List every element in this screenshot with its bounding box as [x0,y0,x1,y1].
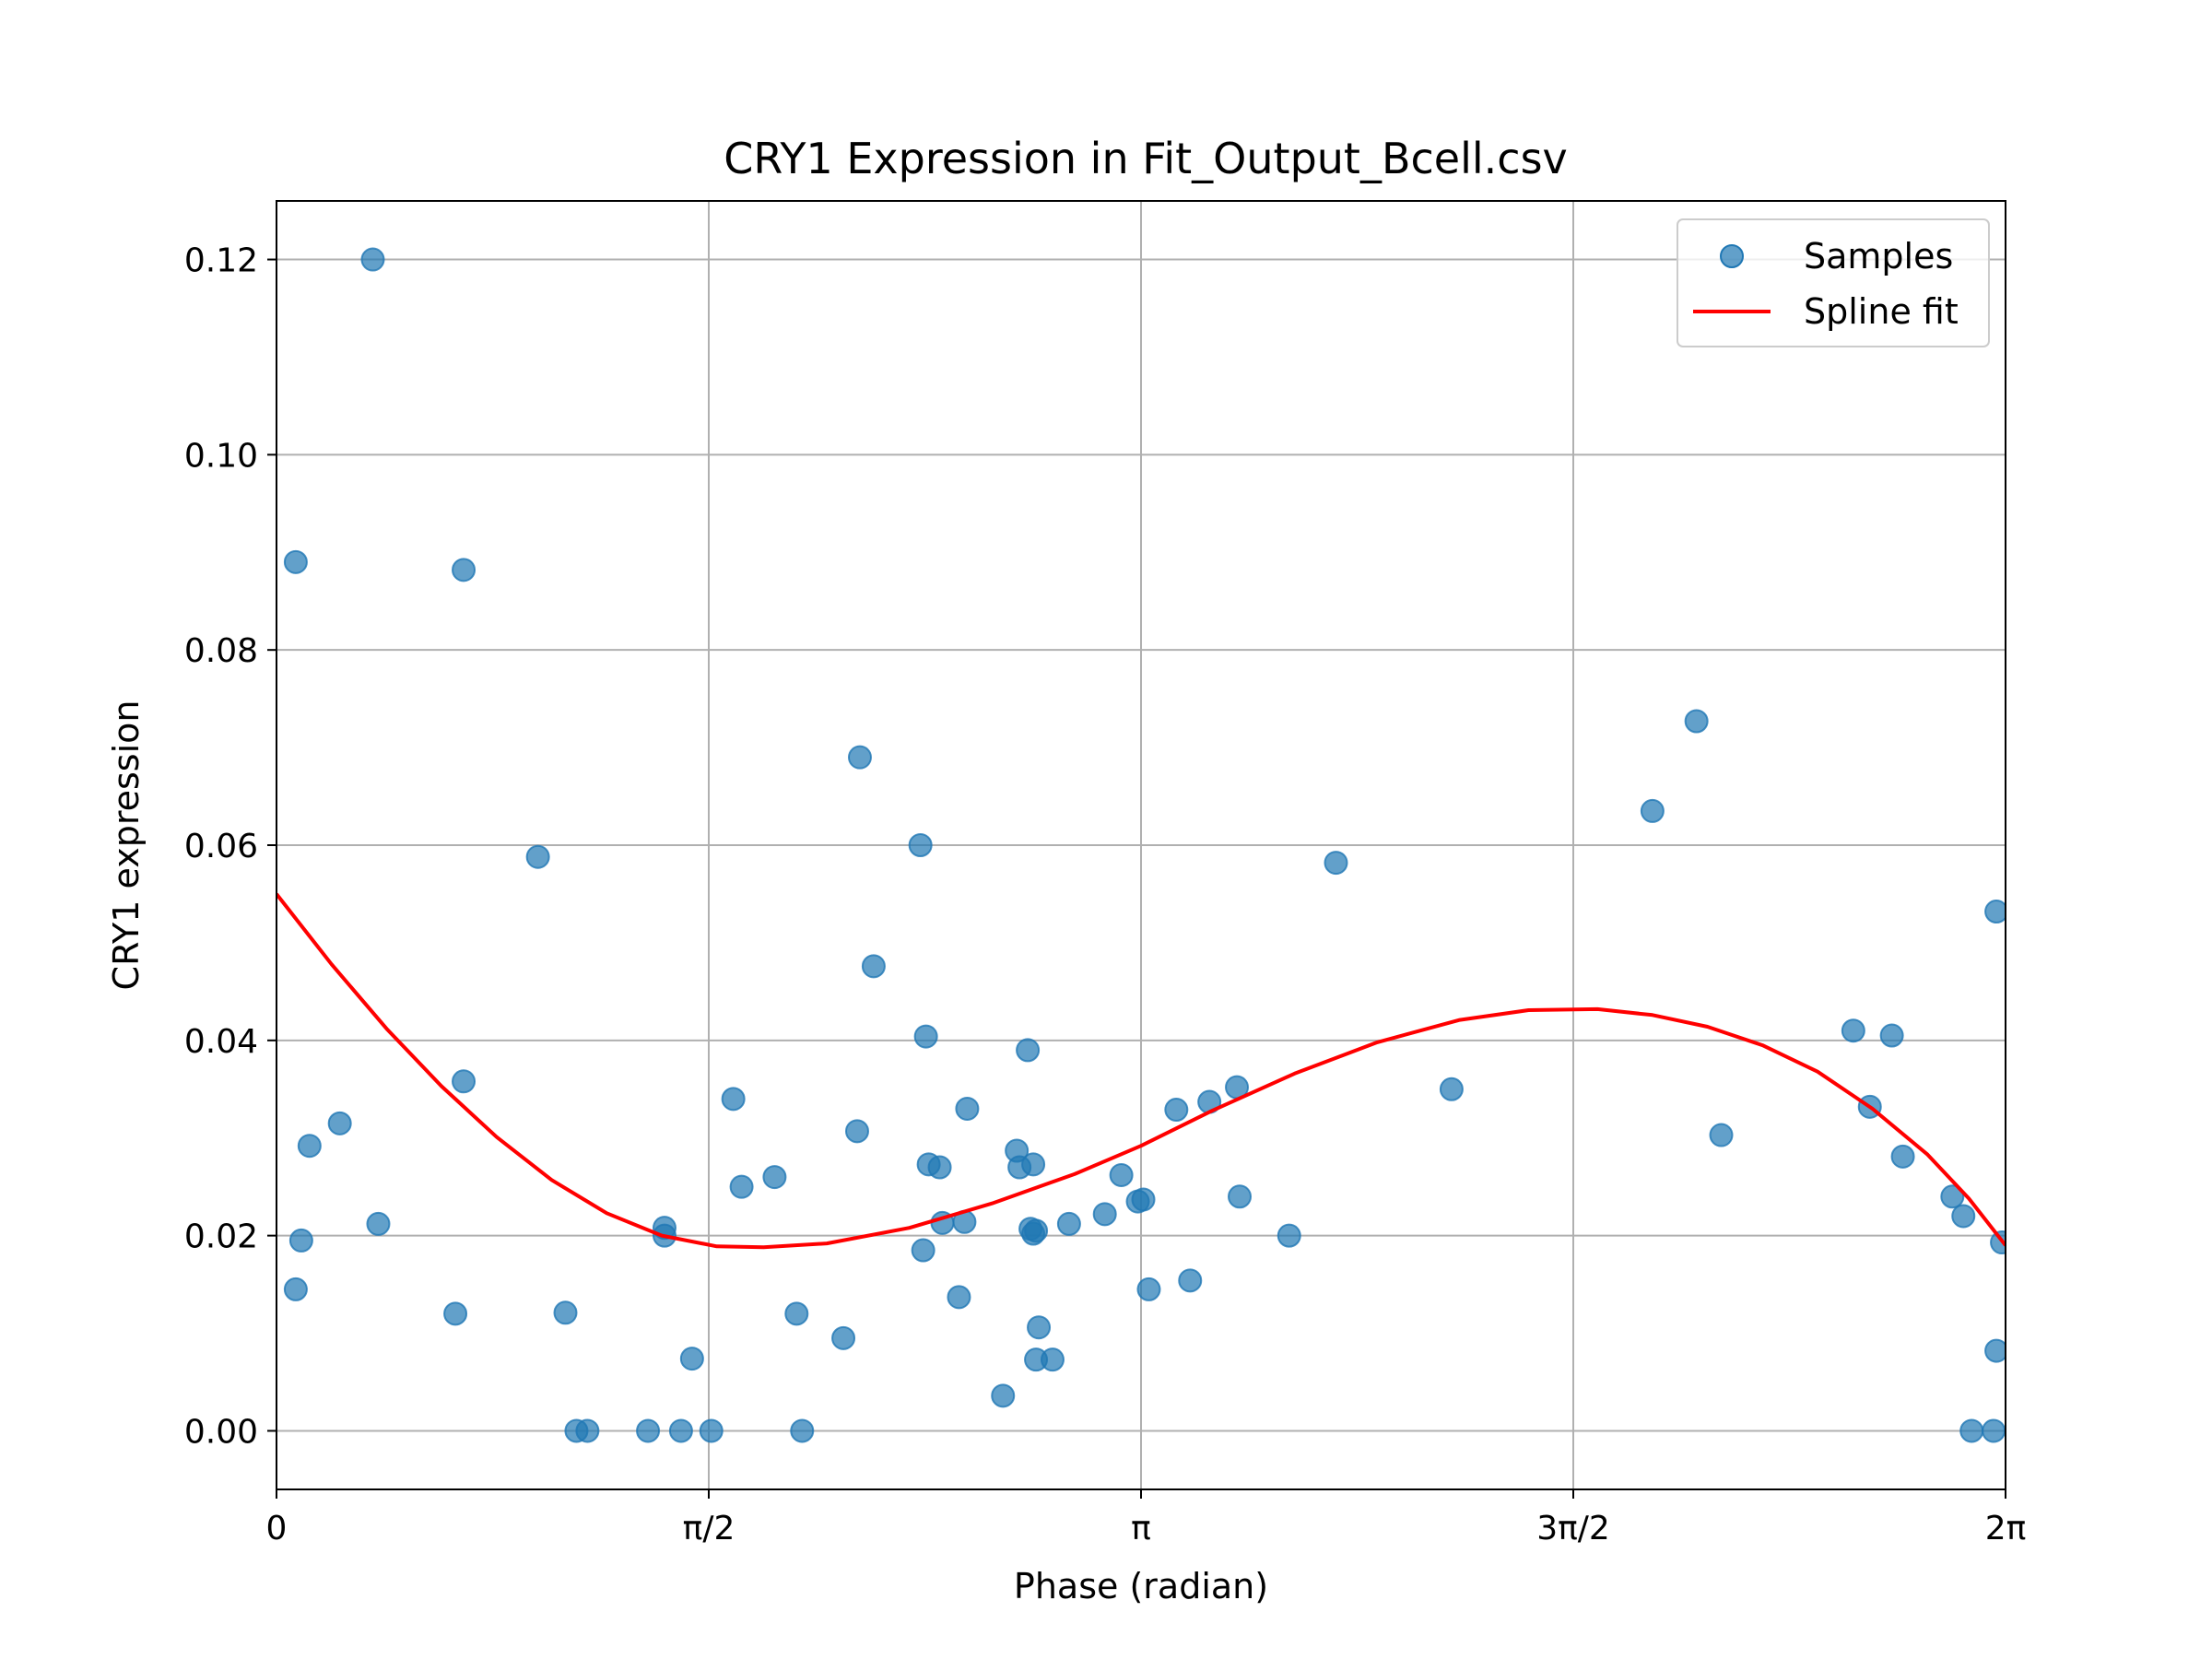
sample-point [699,1418,724,1443]
x-tick-label: 0 [266,1510,288,1547]
axis-ticks: 0 π/2 π 3π/2 2π 0.00 0.02 0.04 0.06 0.08 0.10 0.12 [184,242,2026,1547]
y-tick-label: 0.02 [184,1218,258,1256]
x-tick-label: 3π/2 [1536,1510,1610,1547]
sample-point [721,1087,746,1112]
y-tick-label: 0.08 [184,632,258,670]
sample-point [908,833,933,857]
sample-point [1178,1268,1203,1293]
sample-point [575,1418,600,1443]
sample-point [1016,1038,1041,1063]
sample-point [1984,1338,2006,1363]
sample-point [729,1174,754,1199]
y-tick-label: 0.06 [184,828,258,865]
y-tick-label: 0.00 [184,1413,258,1451]
sample-point [1027,1315,1052,1340]
sample-point [443,1301,468,1326]
sample-point [636,1418,661,1443]
sample-point [1684,709,1709,734]
sample-point [452,558,477,582]
y-tick-label: 0.04 [184,1023,258,1061]
sample-point [1092,1202,1117,1227]
sample-point [553,1300,578,1325]
sample-point [947,1285,971,1310]
sample-point [283,549,308,574]
sample-point [327,1111,352,1135]
sample-point [847,745,872,770]
sample-point [366,1211,391,1236]
sample-point [360,247,385,272]
sample-point [452,1069,477,1094]
sample-point [1164,1098,1189,1123]
sample-point [1984,900,2006,924]
y-tick-label: 0.12 [184,242,258,280]
x-axis-label: Phase (radian) [1014,1566,1268,1606]
y-tick-label: 0.10 [184,437,258,475]
chart-title: CRY1 Expression in Fit_Output_Bcell.csv [724,134,1568,183]
sample-point [1982,1418,2006,1443]
sample-point [991,1383,1016,1408]
sample-point [861,954,886,979]
sample-point [1324,851,1348,876]
sample-point [1109,1162,1134,1187]
x-tick-label: 2π [1985,1510,2027,1547]
sample-point [844,1119,869,1144]
sample-point [1709,1123,1734,1147]
sample-point [1024,1218,1049,1243]
sample-point [1277,1223,1301,1248]
sample-point [784,1301,809,1326]
sample-point [927,1155,952,1180]
x-tick-label: π/2 [683,1510,735,1547]
sample-point [1841,1018,1865,1043]
sample-point [1136,1277,1161,1301]
y-axis-label: CRY1 expression [106,700,147,991]
sample-point [1040,1347,1065,1372]
sample-point [1990,1230,2006,1255]
sample-point [525,844,550,869]
grid-lines [276,201,2006,1489]
sample-point [1959,1418,1984,1443]
sample-point [1131,1187,1156,1212]
sample-point [1879,1023,1904,1048]
sample-point [1056,1211,1081,1236]
samples-series [283,247,2006,1443]
plot-area [276,247,2006,1443]
sample-point [297,1134,322,1159]
sample-point [1228,1184,1253,1209]
sample-point [790,1418,815,1443]
legend: Samples Spline fit [1677,218,1990,347]
sample-point [762,1165,787,1190]
sample-point [913,1024,938,1049]
sample-point [1890,1144,1915,1169]
sample-point [1439,1077,1464,1101]
x-tick-label: π [1131,1510,1151,1547]
sample-point [1940,1184,1965,1209]
sample-point [668,1418,693,1443]
legend-samples-marker [1720,244,1744,268]
sample-point [1951,1204,1976,1229]
sample-point [283,1277,308,1301]
sample-point [1021,1152,1046,1177]
sample-point [679,1347,704,1371]
sample-point [911,1238,935,1263]
sample-point [288,1228,313,1253]
spline-fit-line [276,892,2006,1250]
sample-point [831,1325,856,1350]
legend-box [1677,218,1990,347]
sample-point [1640,798,1665,823]
sample-point [955,1096,980,1121]
legend-samples-label: Samples [1804,236,1953,276]
legend-spline-label: Spline fit [1804,291,1959,332]
